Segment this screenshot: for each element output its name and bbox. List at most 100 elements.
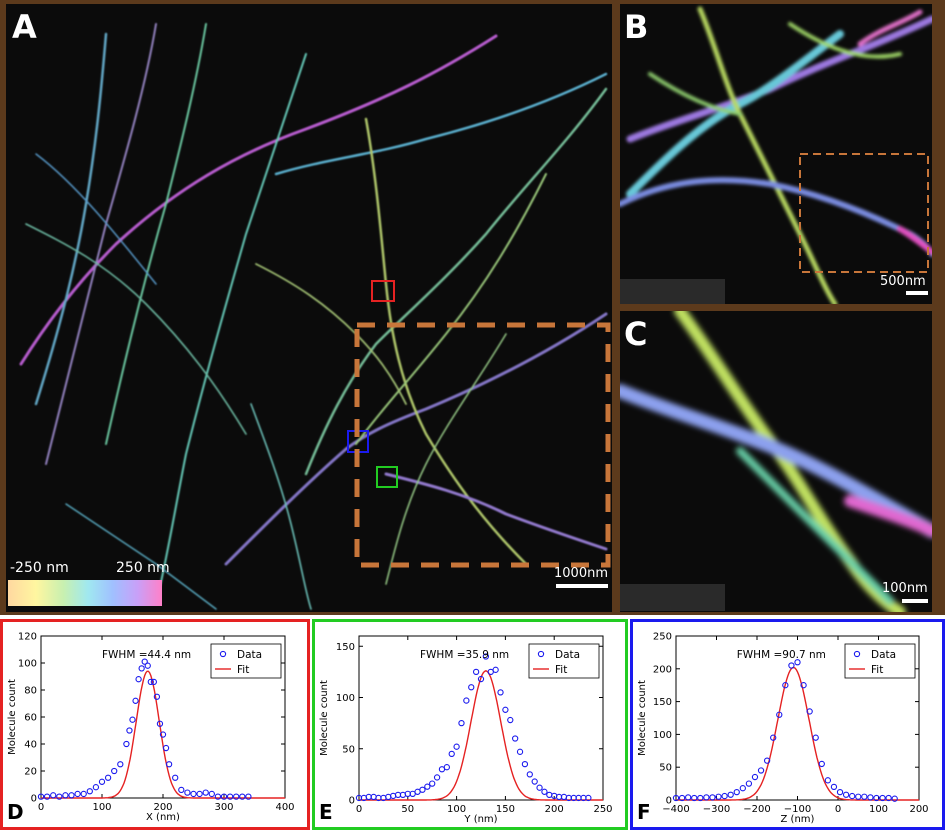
- colorbar-min-label: -250 nm: [10, 560, 69, 576]
- data-point: [220, 793, 228, 800]
- data-point: [715, 793, 722, 800]
- y-tick-label: 100: [653, 730, 672, 741]
- data-point: [477, 675, 485, 683]
- x-tick-label: −300: [703, 804, 730, 815]
- data-point: [214, 793, 222, 800]
- panel-c-filaments: [620, 311, 932, 612]
- y-tick-label: 40: [24, 740, 37, 751]
- legend-data-label: Data: [555, 649, 580, 661]
- data-point: [150, 678, 157, 686]
- data-point: [37, 793, 45, 800]
- data-point: [800, 682, 807, 689]
- y-tick-label: 0: [666, 796, 672, 807]
- legend-data-marker: [219, 650, 227, 658]
- legend-fit-label: Fit: [555, 664, 567, 676]
- data-point: [776, 711, 783, 718]
- data-point: [68, 792, 75, 799]
- y-tick-label: 150: [336, 642, 355, 653]
- data-point: [43, 793, 51, 800]
- data-point: [867, 794, 874, 801]
- data-point: [138, 665, 145, 672]
- data-point: [245, 793, 252, 800]
- data-point: [429, 780, 436, 787]
- data-point: [526, 771, 533, 778]
- fit-curve: [41, 670, 285, 799]
- panel-a-image: A -250 nm 250 nm 1000nm: [6, 4, 612, 612]
- data-point: [468, 684, 475, 691]
- data-point: [74, 790, 81, 798]
- panel-b-image: B 500nm: [620, 4, 932, 304]
- data-point: [516, 748, 524, 755]
- fwhm-label: FWHM =90.7 nm: [737, 649, 826, 661]
- data-point: [129, 716, 136, 723]
- data-point: [703, 794, 710, 801]
- data-point: [111, 767, 118, 775]
- scale-bar-a-label: 1000nm: [554, 566, 608, 581]
- data-point: [721, 792, 728, 800]
- data-point: [162, 744, 170, 752]
- x-tick-label: 250: [593, 804, 612, 815]
- data-point: [745, 780, 753, 787]
- data-point: [861, 793, 868, 800]
- legend-box: [844, 643, 916, 679]
- data-point: [751, 773, 759, 781]
- data-point: [239, 793, 246, 800]
- panel-c-label: C: [624, 315, 648, 353]
- legend-data-marker: [537, 650, 545, 658]
- panel-e-label: E: [319, 800, 333, 824]
- data-point: [208, 790, 215, 798]
- y-tick-label: 200: [653, 664, 672, 675]
- legend-fit-label: Fit: [871, 664, 883, 676]
- data-point: [190, 790, 197, 798]
- x-tick-label: 200: [545, 804, 564, 815]
- y-tick-label: 50: [342, 744, 355, 755]
- data-point: [691, 794, 698, 802]
- legend-fit-label: Fit: [237, 664, 249, 676]
- fwhm-label: FWHM =35.9 nm: [420, 649, 509, 661]
- data-point: [104, 774, 112, 781]
- x-tick-label: 100: [869, 804, 888, 815]
- colorbar-max-label: 250 nm: [116, 560, 170, 576]
- data-point: [806, 708, 813, 715]
- data-point: [830, 783, 838, 791]
- data-point: [196, 790, 203, 798]
- x-tick-label: 0: [38, 802, 44, 813]
- panel-a-label: A: [12, 8, 37, 46]
- data-point: [472, 668, 480, 676]
- data-point: [891, 795, 898, 802]
- data-point: [497, 689, 504, 696]
- x-axis-label: X (nm): [146, 812, 180, 823]
- x-tick-label: 50: [401, 804, 414, 815]
- data-point: [824, 777, 832, 784]
- data-point: [433, 774, 441, 781]
- data-point: [233, 793, 240, 800]
- data-point: [50, 792, 57, 799]
- scale-bar-b-label: 500nm: [880, 274, 926, 289]
- data-point: [763, 757, 771, 764]
- data-point: [159, 731, 167, 738]
- y-tick-label: 100: [18, 659, 37, 670]
- legend-box: [528, 643, 600, 679]
- legend-data-label: Data: [871, 649, 896, 661]
- data-point: [117, 761, 124, 768]
- y-tick-label: 150: [653, 697, 672, 708]
- data-point: [443, 764, 450, 771]
- data-point: [709, 794, 716, 801]
- data-point: [385, 793, 392, 801]
- x-tick-label: 100: [92, 802, 111, 813]
- panel-c-info-bar: [620, 584, 725, 611]
- data-point: [585, 794, 592, 802]
- y-tick-label: 100: [336, 693, 355, 704]
- scale-bar-c-label: 100nm: [882, 581, 928, 596]
- x-axis-label: Z (nm): [781, 814, 815, 825]
- data-point: [782, 682, 789, 689]
- data-point: [546, 791, 553, 799]
- data-point: [685, 794, 692, 801]
- data-point: [739, 785, 746, 792]
- data-point: [849, 792, 856, 800]
- legend-data-marker: [853, 650, 861, 658]
- y-tick-label: 50: [659, 763, 672, 774]
- data-point: [147, 678, 154, 686]
- data-point: [184, 789, 191, 796]
